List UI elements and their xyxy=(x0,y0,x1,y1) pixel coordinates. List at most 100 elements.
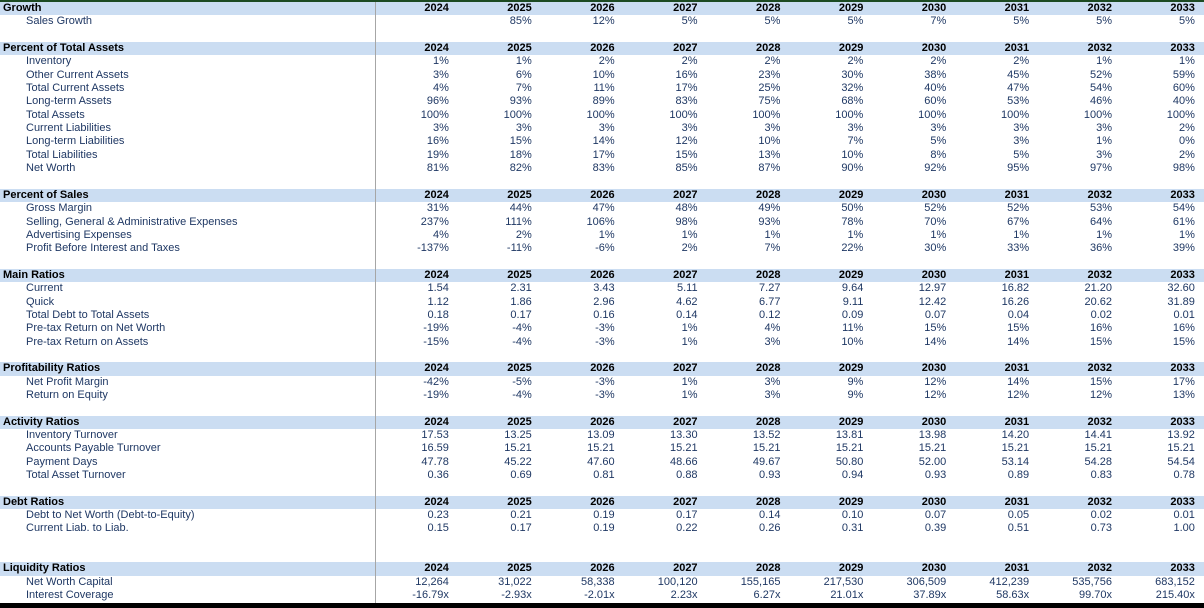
cell-value: 36% xyxy=(1089,242,1113,255)
cell-value: 52% xyxy=(1007,202,1030,215)
cell-value: 48% xyxy=(675,202,698,215)
cell-value: 306,509 xyxy=(906,575,947,588)
section-title: Profitability Ratios xyxy=(3,362,101,375)
cell-value: 54.28 xyxy=(1084,455,1113,468)
cell-value: 3% xyxy=(764,388,781,401)
cell-value: 0.14 xyxy=(759,509,781,522)
year-header: 2026 xyxy=(590,362,615,375)
cell-value: 9% xyxy=(847,375,864,388)
cell-value: -19% xyxy=(423,388,449,401)
cell-value: 40% xyxy=(924,82,947,95)
cell-value: 30% xyxy=(841,68,864,81)
cell-value: 17% xyxy=(592,148,615,161)
row-label: Inventory xyxy=(26,55,72,68)
table-row-total-assets: Total Assets 100% 100% 100% 100% 100% 100% 100%… xyxy=(0,109,1204,122)
year-header: 2025 xyxy=(507,42,532,55)
cell-value: 1% xyxy=(681,388,698,401)
year-header: 2027 xyxy=(673,268,698,281)
cell-value: 1% xyxy=(432,55,449,68)
cell-value: 3% xyxy=(681,122,698,135)
cell-value: 2% xyxy=(1179,122,1195,135)
cell-value: 0.51 xyxy=(1007,522,1030,535)
cell-value: 85% xyxy=(675,162,698,175)
cell-value: 21.01x xyxy=(830,589,864,602)
cell-value: 0.93 xyxy=(924,469,947,482)
cell-value: 19% xyxy=(426,148,449,161)
section-title: Growth xyxy=(3,2,42,14)
cell-value: 0.17 xyxy=(510,522,532,535)
cell-value: 111% xyxy=(505,215,532,228)
cell-value: 3% xyxy=(515,122,532,135)
section-header-profitability-ratios: Profitability Ratios 2024 2025 2026 2027 2028… xyxy=(0,362,1204,376)
cell-value: 0.78 xyxy=(1173,469,1195,482)
cell-value: 16% xyxy=(1172,322,1195,335)
year-header: 2032 xyxy=(1087,495,1113,508)
cell-value: 5% xyxy=(847,15,864,28)
cell-value: 0.22 xyxy=(676,522,698,535)
year-header: 2033 xyxy=(1170,362,1195,375)
year-header: 2032 xyxy=(1087,42,1113,55)
cell-value: 17% xyxy=(1172,375,1195,388)
cell-value: -3% xyxy=(595,388,615,401)
cell-value: 10% xyxy=(592,68,615,81)
year-header: 2027 xyxy=(673,415,698,428)
cell-value: 16.82 xyxy=(1001,282,1030,295)
section-header-debt-ratios: Debt Ratios 2024 2025 2026 2027 2028 2029 2030 2… xyxy=(0,495,1204,510)
cell-value: 3.43 xyxy=(593,282,615,295)
cell-value: 0.36 xyxy=(427,469,449,482)
cell-value: 98% xyxy=(1172,162,1195,175)
cell-value: 17% xyxy=(675,82,698,95)
cell-value: 52% xyxy=(1089,68,1113,81)
row-label: Pre-tax Return on Assets xyxy=(26,335,149,348)
year-header: 2029 xyxy=(838,362,864,375)
cell-value: 0.31 xyxy=(841,522,864,535)
year-header: 2033 xyxy=(1170,42,1195,55)
year-header: 2030 xyxy=(921,2,947,14)
year-header: 2025 xyxy=(507,562,532,575)
cell-value: 535,756 xyxy=(1072,575,1113,588)
cell-value: 2.96 xyxy=(593,295,615,308)
cell-value: 54% xyxy=(1172,202,1195,215)
row-label: Selling, General & Administrative Expens… xyxy=(26,215,238,228)
cell-value: 15.21 xyxy=(1084,442,1113,455)
cell-value: 98% xyxy=(675,215,698,228)
cell-value: 2% xyxy=(681,242,698,255)
year-header: 2032 xyxy=(1087,562,1113,575)
cell-value: 95% xyxy=(1007,162,1030,175)
cell-value: 5% xyxy=(1096,15,1113,28)
cell-value: 0.94 xyxy=(841,469,864,482)
cell-value: 14.41 xyxy=(1084,429,1113,441)
cell-value: 0.10 xyxy=(841,509,864,522)
cell-value: 58.63x xyxy=(996,589,1030,602)
cell-value: 53.14 xyxy=(1001,455,1030,468)
year-header: 2025 xyxy=(507,415,532,428)
cell-value: 22% xyxy=(841,242,864,255)
year-header: 2032 xyxy=(1087,268,1113,281)
cell-value: 10% xyxy=(758,135,781,148)
cell-value: 0.89 xyxy=(1007,469,1030,482)
cell-value: 3% xyxy=(764,375,781,388)
year-header: 2027 xyxy=(673,562,698,575)
year-header: 2026 xyxy=(590,188,615,201)
cell-value: 32% xyxy=(841,82,864,95)
table-row-net-worth-capital: Net Worth Capital 12,264 31,022 58,338 100,1… xyxy=(0,576,1204,589)
cell-value: 3% xyxy=(432,122,449,135)
cell-value: 1% xyxy=(1013,228,1030,241)
section-title: Debt Ratios xyxy=(3,495,65,508)
table-row-net-worth: Net Worth 81% 82% 83% 85% 87% 90% 92% 95% 97% 98% xyxy=(0,162,1204,175)
row-label: Net Worth Capital xyxy=(26,575,113,588)
year-header: 2029 xyxy=(838,415,864,428)
cell-value: 81% xyxy=(426,162,449,175)
section-header-growth: Growth 2024 2025 2026 2027 2028 2029 2030 2031 20… xyxy=(0,2,1204,16)
cell-value: -19% xyxy=(423,322,449,335)
year-header: 2031 xyxy=(1004,188,1030,201)
year-header: 2024 xyxy=(424,42,449,55)
cell-value: 13% xyxy=(758,148,781,161)
cell-value: 155,165 xyxy=(740,575,781,588)
cell-value: 48.66 xyxy=(670,455,698,468)
cell-value: 12% xyxy=(1089,388,1113,401)
table-row-long-term-liabilities: Long-term Liabilities 16% 15% 14% 12% 10% 7% 5%… xyxy=(0,135,1204,148)
cell-value: 14% xyxy=(1007,375,1030,388)
cell-value: 12% xyxy=(1007,388,1030,401)
cell-value: 92% xyxy=(924,162,947,175)
